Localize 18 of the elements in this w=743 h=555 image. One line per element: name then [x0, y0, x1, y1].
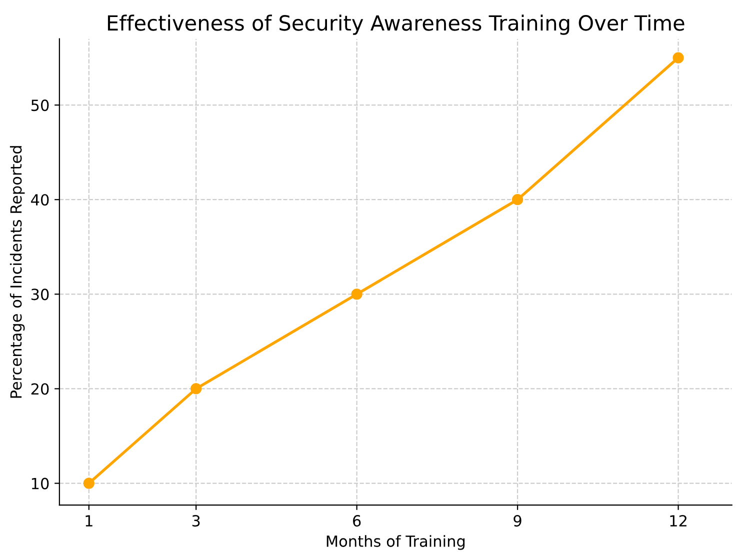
y-tick-label: 40	[31, 194, 49, 206]
point	[512, 194, 524, 206]
y-tick-label: 50	[31, 100, 49, 112]
y-axis-title: Percentage of Incidents Reported	[10, 146, 25, 398]
point	[190, 383, 202, 394]
y-tick-label: 30	[31, 288, 49, 300]
y-tick-label: 10	[32, 478, 49, 490]
x-tick-label: 6	[353, 515, 361, 527]
point	[83, 478, 94, 489]
x-axis-title: Months of Training	[326, 535, 465, 550]
x-tick-label: 12	[670, 515, 686, 526]
x-tick-label: 9	[514, 515, 522, 527]
x-tick-label: 1	[86, 515, 92, 526]
chart-title: Effectiveness of Security Awareness Training Over Time	[108, 14, 684, 35]
point	[351, 288, 362, 300]
x-tick-label: 3	[192, 515, 200, 527]
point	[672, 52, 684, 64]
y-tick-label: 20	[31, 383, 49, 395]
